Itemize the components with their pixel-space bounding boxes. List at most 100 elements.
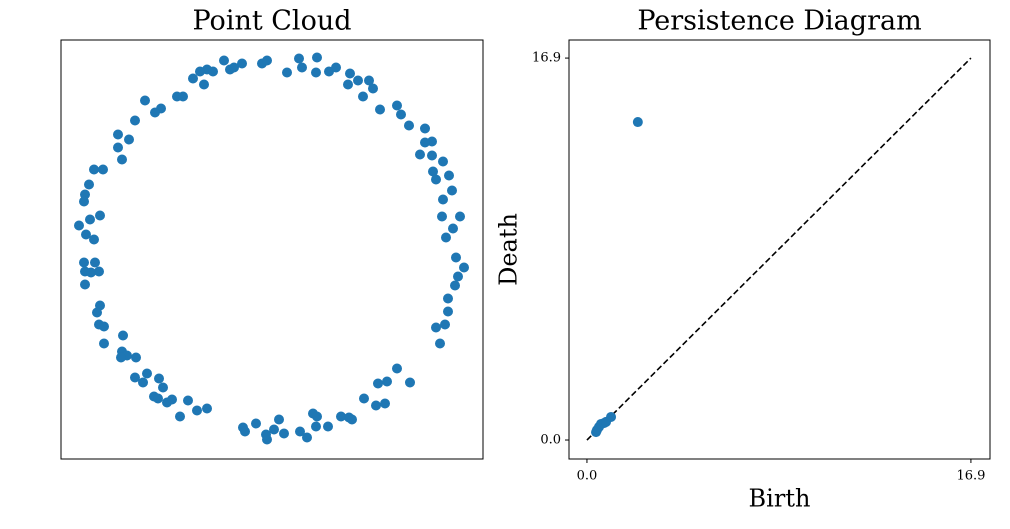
point bbox=[353, 75, 363, 86]
point bbox=[188, 73, 198, 84]
point bbox=[312, 411, 322, 422]
point bbox=[262, 55, 272, 66]
point bbox=[89, 234, 99, 245]
point bbox=[282, 67, 292, 78]
point bbox=[74, 220, 84, 231]
point bbox=[142, 368, 152, 379]
x-tick-label: 0.0 bbox=[577, 469, 598, 484]
point bbox=[404, 120, 414, 131]
point bbox=[312, 52, 322, 63]
point bbox=[153, 393, 163, 404]
point bbox=[81, 229, 91, 240]
point bbox=[440, 319, 450, 330]
point bbox=[331, 62, 341, 73]
point bbox=[431, 322, 441, 333]
point bbox=[150, 107, 160, 118]
point bbox=[89, 164, 99, 175]
point bbox=[95, 210, 105, 221]
point bbox=[94, 266, 104, 277]
point bbox=[368, 83, 378, 94]
point bbox=[375, 104, 385, 115]
point bbox=[427, 150, 437, 161]
point bbox=[175, 411, 185, 422]
point bbox=[437, 211, 447, 222]
point bbox=[441, 232, 451, 243]
point bbox=[99, 338, 109, 349]
point bbox=[183, 395, 193, 406]
point bbox=[138, 377, 148, 388]
point bbox=[294, 53, 304, 64]
chart-title: Point Cloud bbox=[192, 6, 351, 37]
y-axis-label: Death bbox=[495, 213, 523, 286]
point bbox=[420, 137, 430, 148]
point bbox=[382, 376, 392, 387]
point bbox=[297, 62, 307, 73]
point bbox=[195, 66, 205, 77]
point bbox=[90, 257, 100, 268]
point bbox=[261, 429, 271, 440]
point bbox=[118, 330, 128, 341]
point bbox=[237, 58, 247, 69]
point bbox=[116, 352, 126, 363]
point bbox=[117, 154, 127, 165]
point bbox=[98, 164, 108, 175]
point bbox=[274, 414, 284, 425]
point bbox=[113, 129, 123, 140]
point bbox=[443, 293, 453, 304]
x-tick-label: 16.9 bbox=[956, 469, 985, 484]
point bbox=[140, 95, 150, 106]
point bbox=[345, 68, 355, 79]
point bbox=[435, 338, 445, 349]
plot-frame bbox=[60, 39, 484, 460]
point bbox=[113, 142, 123, 153]
point bbox=[311, 421, 321, 432]
point bbox=[347, 414, 357, 425]
point bbox=[130, 115, 140, 126]
diagonal bbox=[586, 57, 972, 441]
point bbox=[269, 424, 279, 435]
point bbox=[373, 378, 383, 389]
point bbox=[178, 91, 188, 102]
point bbox=[443, 306, 453, 317]
chart-title: Persistence Diagram bbox=[637, 6, 921, 37]
point bbox=[606, 411, 617, 422]
point bbox=[632, 117, 643, 128]
point bbox=[336, 411, 346, 422]
point bbox=[229, 62, 239, 73]
point bbox=[154, 373, 164, 384]
point bbox=[219, 55, 229, 66]
point bbox=[199, 79, 209, 90]
point bbox=[392, 100, 402, 111]
point bbox=[448, 223, 458, 234]
x-axis-label: Birth bbox=[749, 485, 811, 513]
y-tick-label: 0.0 bbox=[540, 433, 561, 448]
point bbox=[202, 403, 212, 414]
point bbox=[124, 134, 134, 145]
point bbox=[451, 252, 461, 263]
point bbox=[302, 432, 312, 443]
point bbox=[420, 123, 430, 134]
point bbox=[92, 307, 102, 318]
point bbox=[438, 194, 448, 205]
plot-frame bbox=[568, 39, 991, 460]
point bbox=[358, 91, 368, 102]
point bbox=[167, 394, 177, 405]
point bbox=[295, 426, 305, 437]
point bbox=[450, 280, 460, 291]
point bbox=[380, 398, 390, 409]
point bbox=[447, 185, 457, 196]
point bbox=[251, 418, 261, 429]
y-tick-label: 16.9 bbox=[532, 51, 561, 66]
point bbox=[86, 267, 96, 278]
point bbox=[444, 170, 454, 181]
point bbox=[359, 393, 369, 404]
point bbox=[371, 400, 381, 411]
point bbox=[311, 67, 321, 78]
point bbox=[431, 174, 441, 185]
point bbox=[279, 428, 289, 439]
point bbox=[192, 405, 202, 416]
point bbox=[415, 149, 425, 160]
point bbox=[99, 321, 109, 332]
